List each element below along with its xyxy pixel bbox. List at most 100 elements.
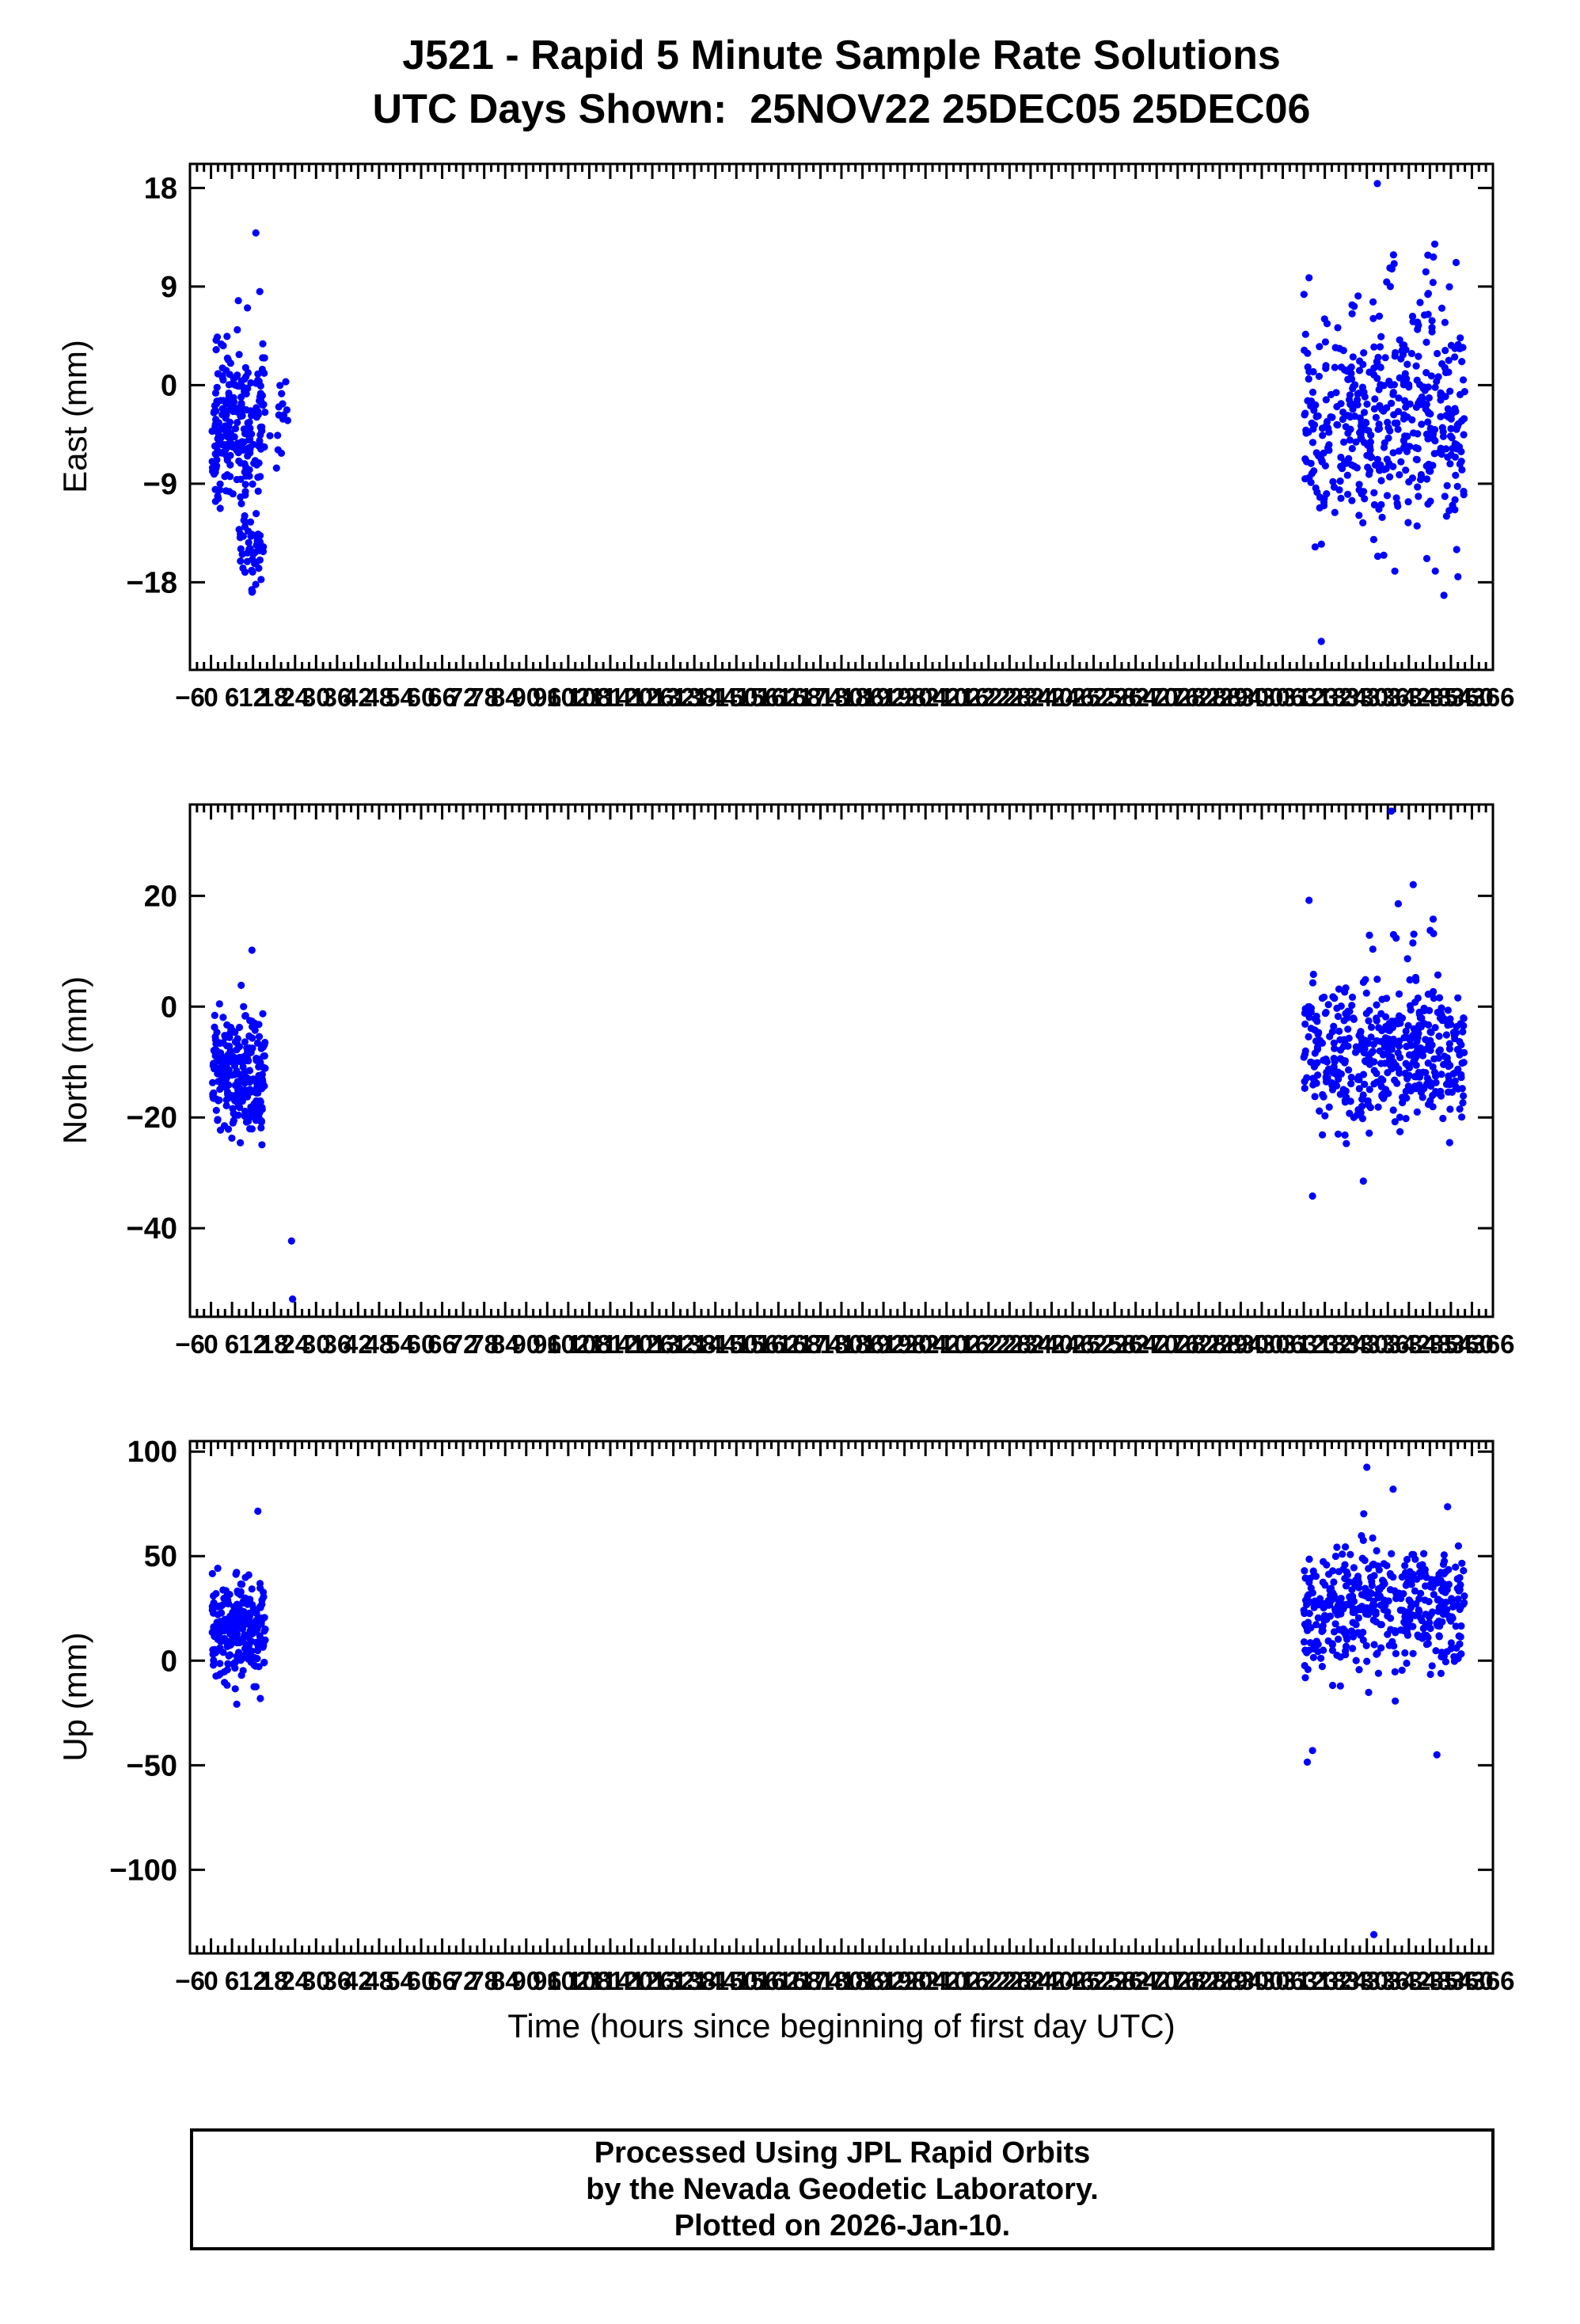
- data-point: [1305, 367, 1313, 375]
- data-point: [216, 480, 224, 488]
- data-point: [1437, 1669, 1445, 1677]
- data-point: [1347, 375, 1356, 383]
- data-point: [235, 351, 243, 359]
- xtick-label: 234: [1008, 683, 1053, 712]
- data-point: [1410, 930, 1418, 938]
- data-point-outlier: [1454, 572, 1462, 581]
- data-point: [1365, 1129, 1373, 1137]
- data-point: [223, 1666, 231, 1674]
- data-point: [1446, 1105, 1454, 1113]
- data-point: [261, 409, 269, 416]
- data-point: [1435, 1632, 1443, 1640]
- data-point: [223, 455, 231, 462]
- data-point: [1313, 1045, 1322, 1053]
- xtick-label: 192: [862, 1966, 906, 1995]
- data-point: [1440, 1551, 1448, 1559]
- data-point: [1352, 438, 1360, 446]
- ytick-label: 20: [144, 880, 177, 913]
- data-point: [1384, 1597, 1392, 1605]
- data-point: [1377, 1075, 1385, 1083]
- data-point: [1456, 1640, 1464, 1648]
- xtick-label: 312: [1282, 1329, 1326, 1359]
- xtick-label: 72: [449, 1966, 478, 1995]
- xtick-label: 258: [1093, 683, 1137, 712]
- data-point: [1393, 500, 1401, 508]
- data-point: [1383, 1561, 1391, 1569]
- data-point: [1316, 343, 1324, 351]
- data-point: [1445, 1076, 1453, 1084]
- data-point: [1456, 1573, 1464, 1582]
- data-point: [1339, 1086, 1347, 1094]
- data-point: [211, 1036, 219, 1044]
- data-point: [1397, 458, 1405, 466]
- data-point: [260, 1658, 268, 1666]
- up-frame: [188, 1440, 1495, 1955]
- data-point: [1358, 490, 1365, 498]
- data-point: [1332, 389, 1340, 397]
- data-point: [257, 1118, 265, 1126]
- xtick-label: 348: [1408, 1329, 1452, 1359]
- data-point: [215, 1096, 223, 1104]
- xtick-label: 168: [777, 1966, 821, 1995]
- xtick-label: 270: [1135, 1329, 1179, 1359]
- data-point: [1439, 1560, 1448, 1569]
- data-point: [258, 1075, 266, 1083]
- data-point: [260, 1052, 268, 1060]
- data-point: [1430, 450, 1438, 458]
- data-point: [1425, 1598, 1433, 1606]
- data-point: [235, 1023, 244, 1032]
- data-point: [1376, 1586, 1384, 1594]
- data-point: [254, 370, 262, 378]
- data-point: [1438, 424, 1446, 432]
- data-point: [1308, 419, 1316, 428]
- data-point: [1335, 1027, 1343, 1035]
- data-point: [1424, 310, 1432, 318]
- data-point: [247, 548, 255, 556]
- data-point: [1377, 1621, 1385, 1629]
- data-point: [1348, 993, 1357, 1001]
- data-point: [1426, 1036, 1434, 1044]
- data-point: [1403, 1659, 1411, 1668]
- data-point: [1316, 1036, 1324, 1044]
- data-point: [1357, 1029, 1365, 1036]
- data-point: [1453, 1045, 1461, 1054]
- data-point: [1346, 413, 1354, 421]
- data-point: [241, 523, 249, 531]
- data-point: [1337, 453, 1345, 462]
- data-point: [1318, 1627, 1326, 1635]
- xtick-label: 90: [511, 683, 541, 712]
- data-point: [237, 1139, 245, 1147]
- data-point: [1383, 278, 1391, 286]
- data-point: [1424, 1640, 1432, 1648]
- data-point: [1385, 377, 1393, 386]
- data-point: [245, 1067, 254, 1075]
- data-point: [214, 1635, 222, 1643]
- data-point: [1409, 1032, 1417, 1040]
- data-point: [1344, 490, 1352, 498]
- data-point: [1426, 497, 1434, 505]
- data-point: [1308, 979, 1317, 987]
- data-point: [1443, 481, 1451, 490]
- ytick-label: −50: [127, 1749, 177, 1782]
- data-point: [248, 1125, 256, 1133]
- data-point: [212, 346, 220, 354]
- data-point: [247, 378, 255, 387]
- data-point: [237, 393, 245, 401]
- data-point: [1389, 1106, 1397, 1114]
- data-point: [1386, 473, 1394, 481]
- xtick-label: 120: [610, 1329, 653, 1359]
- data-point: [1307, 459, 1315, 467]
- data-point: [245, 472, 253, 480]
- data-point: [279, 415, 287, 423]
- data-point: [223, 400, 231, 408]
- data-point: [237, 1652, 245, 1660]
- data-point: [1322, 1009, 1330, 1017]
- xtick-label: 108: [568, 1329, 611, 1359]
- data-point: [1414, 318, 1422, 326]
- data-point: [1409, 429, 1418, 437]
- data-point: [1403, 1043, 1411, 1051]
- data-point: [1429, 1103, 1437, 1111]
- data-point: [1361, 1080, 1369, 1088]
- data-point: [255, 565, 263, 572]
- xtick-label: 18: [260, 1966, 289, 1995]
